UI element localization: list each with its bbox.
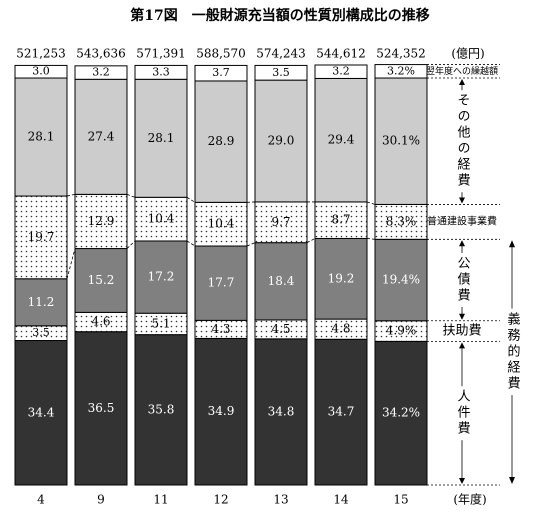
- total-label: 574,243: [256, 47, 306, 61]
- connector: [367, 202, 375, 205]
- data-label: 5.1: [151, 316, 170, 330]
- series-label: 人件費: [455, 389, 471, 437]
- data-label: 17.2: [148, 270, 175, 284]
- data-label: 34.9: [208, 404, 235, 418]
- data-label: 3.5: [32, 326, 50, 339]
- data-label: 9.7: [271, 215, 290, 229]
- data-label: 3.7: [212, 66, 230, 79]
- total-label: 544,612: [316, 47, 366, 61]
- x-tick-label: 12: [213, 493, 228, 507]
- total-label: 524,352: [376, 47, 426, 61]
- data-label: 17.7: [208, 276, 235, 290]
- connector: [67, 249, 75, 279]
- group-label: 義務的経費: [505, 312, 521, 393]
- connector: [127, 241, 135, 249]
- series-label: 普通建設事業費: [427, 214, 497, 227]
- data-label: 4.6: [91, 315, 110, 329]
- data-label: 19.2: [328, 271, 355, 285]
- connector: [307, 238, 315, 242]
- arrow: [459, 314, 465, 320]
- series-label: 公債費: [455, 256, 471, 304]
- data-label: 3.5: [272, 66, 290, 79]
- data-label: 28.1: [148, 131, 175, 145]
- total-label: 588,570: [196, 47, 246, 61]
- x-tick-label: 4: [37, 493, 45, 507]
- series-label: 扶助費: [442, 324, 481, 339]
- data-label: 3.0: [32, 65, 50, 78]
- data-label: 30.1%: [382, 134, 420, 148]
- connector: [187, 197, 195, 202]
- data-label: 4.3: [211, 322, 230, 336]
- data-label: 10.4: [148, 212, 175, 226]
- data-label: 4.9%: [386, 324, 417, 338]
- data-label: 3.2: [332, 65, 350, 78]
- data-label: 28.9: [208, 134, 235, 148]
- data-label: 12.9: [88, 214, 115, 228]
- total-unit: (億円): [451, 47, 484, 61]
- data-label: 8.3%: [386, 214, 417, 228]
- data-label: 34.8: [268, 404, 295, 418]
- data-label: 18.4: [268, 274, 295, 288]
- x-tick-label: 11: [153, 493, 168, 507]
- connector: [247, 243, 255, 246]
- data-label: 36.5: [88, 401, 115, 415]
- data-label: 29.4: [328, 133, 355, 147]
- arrow: [509, 240, 515, 247]
- data-label: 28.1: [28, 130, 55, 144]
- x-tick-label: 13: [273, 493, 288, 507]
- data-label: 3.2: [92, 66, 110, 79]
- total-label: 571,391: [136, 47, 186, 61]
- data-label: 8.7: [331, 213, 350, 227]
- arrow: [509, 477, 515, 484]
- connector: [187, 241, 195, 246]
- data-label: 15.2: [88, 273, 115, 287]
- data-label: 4.5: [271, 322, 290, 336]
- connector: [67, 194, 75, 196]
- data-label: 3.2%: [387, 64, 415, 77]
- data-label: 19.4%: [382, 273, 420, 287]
- arrow: [459, 79, 465, 85]
- connector: [367, 238, 375, 239]
- data-label: 19.7: [28, 230, 55, 244]
- data-label: 27.4: [88, 129, 115, 143]
- arrow: [459, 478, 465, 484]
- data-label: 34.7: [328, 405, 355, 419]
- arrow: [459, 342, 465, 348]
- data-label: 4.8: [331, 322, 350, 336]
- x-unit: (年度): [453, 492, 486, 507]
- x-tick-label: 14: [333, 493, 349, 507]
- data-label: 34.2%: [382, 406, 420, 420]
- connector: [127, 194, 135, 197]
- x-tick-label: 15: [393, 493, 408, 507]
- data-label: 11.2: [28, 295, 55, 309]
- data-label: 29.0: [268, 134, 295, 148]
- total-label: 543,636: [76, 47, 126, 61]
- data-label: 34.4: [28, 405, 55, 419]
- x-tick-label: 9: [97, 493, 105, 507]
- series-label: その他の経費: [455, 93, 471, 189]
- data-label: 10.4: [208, 217, 235, 231]
- arrow: [459, 240, 465, 246]
- data-label: 35.8: [148, 402, 175, 416]
- arrow: [459, 197, 465, 203]
- total-label: 521,253: [16, 47, 66, 61]
- chart-title: 第17図 一般財源充当額の性質別構成比の推移: [130, 7, 429, 24]
- series-label: 翌年度への繰越額: [426, 65, 498, 77]
- data-label: 3.3: [152, 65, 170, 78]
